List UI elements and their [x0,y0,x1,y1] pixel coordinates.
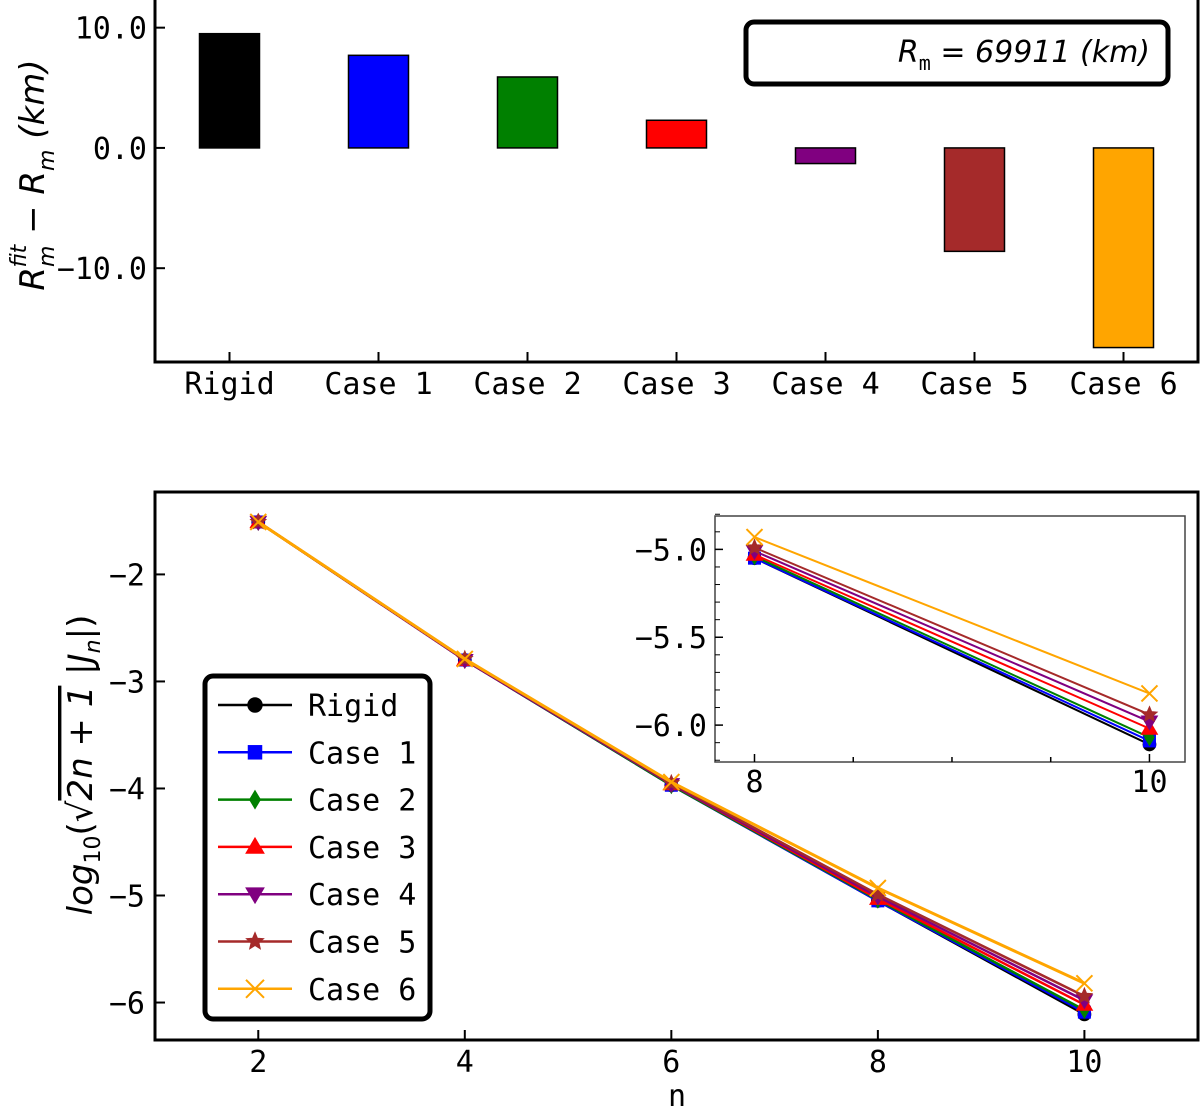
inset-series-line [754,536,1150,695]
legend-item: Case 1 [218,736,416,771]
inset-x-tick-label: 8 [745,765,763,800]
legend-item: Case 2 [218,784,416,819]
legend-label: Case 2 [308,784,416,819]
marker-x [1140,684,1159,703]
legend-label: Case 5 [308,926,416,961]
legend: Rigid Case 1 Case 2 Case 3 Case 4 Case 5 Case … [202,673,433,1022]
legend-label: Rigid [308,689,398,724]
marker-triangle-up [245,836,265,854]
marker-circle [247,697,263,713]
legend-item: Case 3 [218,831,416,866]
inset-series-case-6 [745,528,1159,703]
x-tick-label: Case 6 [1069,367,1177,402]
legend-item: Rigid [218,689,398,724]
inset-series-line [754,557,1150,742]
annotation-sub: m [919,51,931,75]
inset-marks [745,528,1159,752]
x-tick-label: 8 [869,1045,887,1080]
marker-x [662,773,681,791]
y-tick-label: −5 [109,880,145,915]
marker-star [1140,705,1159,723]
inset-plot: 8 10 −5.0 −5.5 −6.0 [635,513,1186,800]
bar-case-4 [794,147,857,165]
line-x-axis-label: n [668,1079,686,1110]
bar-marks [198,32,1155,349]
inset-series-case-5 [745,538,1159,723]
marker-square [247,745,263,760]
marker-x [456,650,474,668]
marker-star [1075,986,1094,1004]
bar-chart: Rigid Case 1 Case 2 Case 3 Case 4 Case 5 Case … [7,0,1200,402]
marker-star [245,931,265,950]
x-tick-label: Case 1 [324,367,432,402]
x-tick-label: Case 5 [920,367,1028,402]
x-tick-label: 2 [249,1045,267,1080]
x-tick-label: Rigid [184,367,274,402]
y-tick-label: −2 [109,558,145,593]
line-plot-frame [153,490,1200,1042]
x-tick-label: Case 2 [473,367,581,402]
x-tick-label: Case 3 [622,367,730,402]
bar-ticks: Rigid Case 1 Case 2 Case 3 Case 4 Case 5 Case … [57,12,1178,402]
series-case-6 [249,513,1094,992]
legend-item: Case 4 [218,878,416,913]
legend-item: Case 5 [218,926,416,961]
inset-y-tick-label: −5.0 [635,533,707,568]
bar-case-1 [347,54,410,149]
marker-star [745,538,764,556]
svg-text:Rm = 69911 (km): Rm = 69911 (km) [898,35,1150,75]
bar-rigid [198,32,261,149]
inset-series-line [754,553,1150,730]
bar-case-3 [645,119,708,149]
x-tick-label: 6 [662,1045,680,1080]
y-tick-label: −3 [109,665,145,700]
x-tick-label: Case 4 [771,367,879,402]
legend-label: Case 4 [308,878,416,913]
y-tick-label: 10.0 [75,12,147,47]
line-marks [249,512,1094,1022]
y-tick-label: −6 [109,987,145,1022]
marker-diamond [249,789,261,810]
legend-label: Case 6 [308,973,416,1008]
bar-case-2 [496,76,559,149]
y-tick-label: 0.0 [93,132,147,167]
annotation-r: R [898,35,919,70]
marker-x [869,879,887,897]
inset-ticks: 8 10 −5.0 −5.5 −6.0 [635,513,1168,800]
marker-triangle-down [245,887,265,905]
legend-item: Case 6 [218,973,416,1008]
x-tick-label: 10 [1066,1045,1102,1080]
marker-x [249,513,267,531]
line-ticks: 2 4 6 8 10 −2 −3 −4 −5 −6 [109,558,1103,1080]
line-chart: 2 4 6 8 10 −2 −3 −4 −5 −6 8 10 −5.0 −5.5 −6.0 Rigid Ca… [61,490,1200,1114]
legend-label: Case 3 [308,831,416,866]
annotation-value: = 69911 (km) [931,35,1150,70]
marker-x [1075,974,1094,992]
bar-case-5 [943,147,1006,253]
y-tick-label: −4 [109,772,145,807]
inset-series-line [754,546,1150,716]
inset-y-tick-label: −6.0 [635,709,707,744]
legend-label: Case 1 [308,736,416,771]
inset-series-line [754,555,1150,739]
bar-case-6 [1092,147,1155,349]
marker-x [745,528,764,546]
inset-x-tick-label: 10 [1131,765,1167,800]
bar-y-axis-label: Rmfit − Rm (km) [7,59,60,290]
line-y-axis-label: log10(√2n + 1 |Jn|) [61,615,106,916]
y-tick-label: −10.0 [57,252,147,287]
inset-series-line [754,550,1150,723]
x-tick-label: 4 [456,1045,474,1080]
marker-x [245,979,265,999]
bar-annotation-box: Rm = 69911 (km) [743,19,1171,87]
inset-y-tick-label: −5.5 [635,621,707,656]
